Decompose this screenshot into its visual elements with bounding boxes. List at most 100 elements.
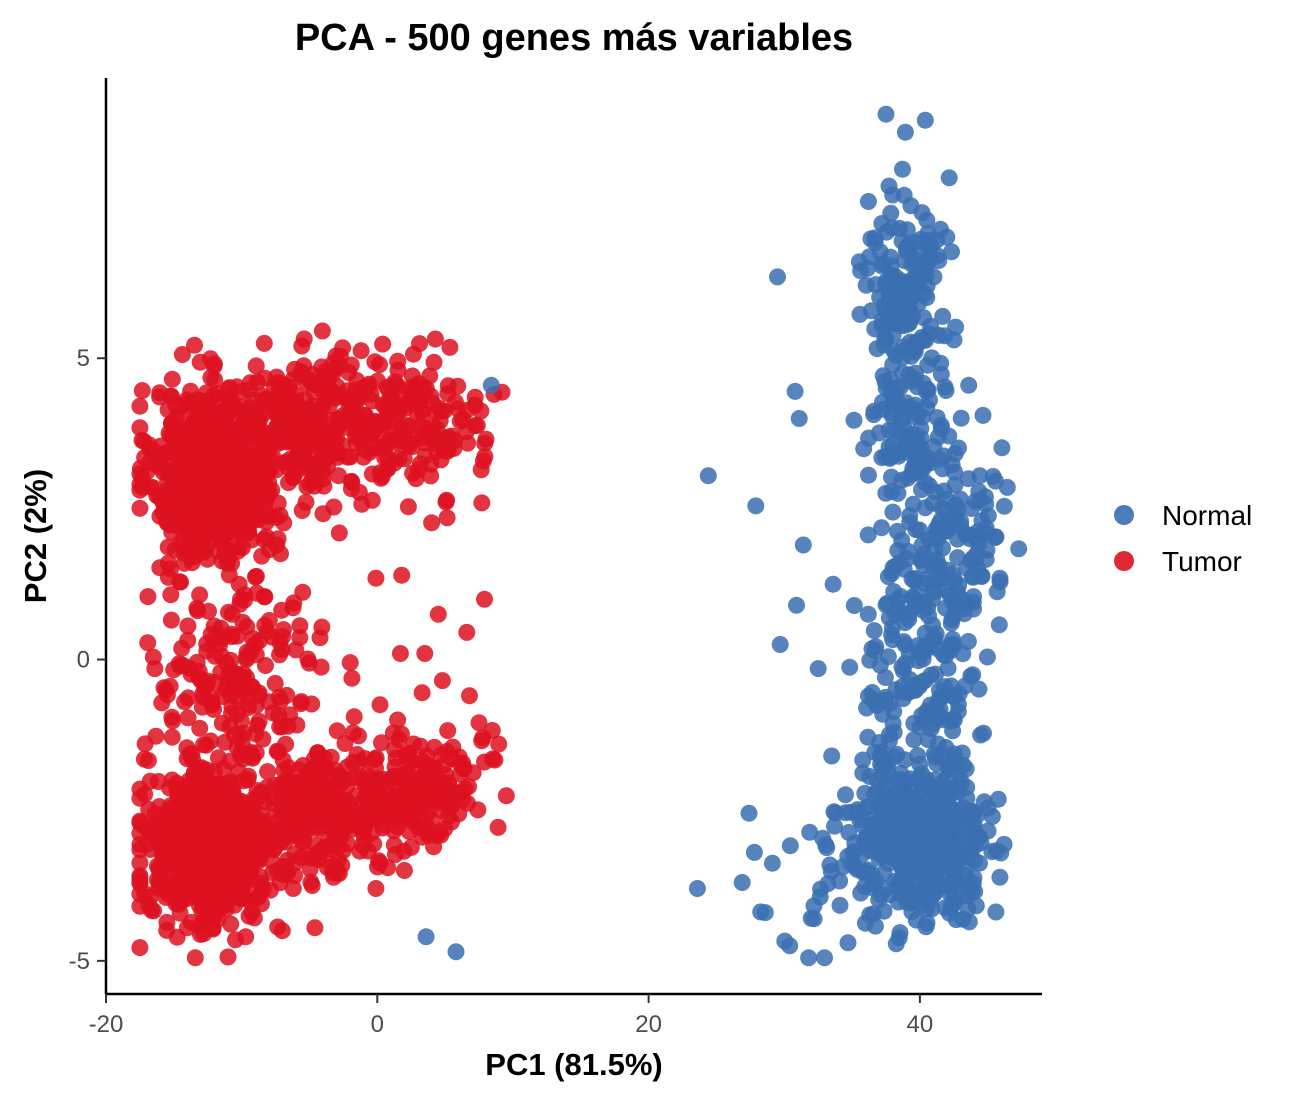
point-normal [877,105,895,123]
point-tumor [174,441,192,459]
point-normal [988,583,1006,601]
point-normal [844,844,862,862]
point-normal [899,542,917,560]
series-tumor [131,322,515,967]
point-normal [841,658,859,676]
point-normal [896,401,914,418]
point-normal [862,302,880,320]
point-normal [964,874,982,892]
point-tumor [131,874,149,892]
point-tumor [303,877,321,894]
point-normal [922,666,940,684]
x-tick-label: 20 [635,1011,662,1038]
point-tumor [289,445,307,463]
point-tumor [222,889,240,907]
point-tumor [190,867,208,885]
point-normal [801,823,819,841]
point-tumor [178,919,196,937]
point-normal [916,473,934,491]
point-normal [942,677,960,695]
point-tumor [198,642,216,660]
point-tumor [386,790,403,808]
point-normal [991,569,1009,587]
point-tumor [158,921,176,939]
point-normal [854,863,871,881]
point-tumor [272,545,289,563]
point-tumor [445,784,463,802]
point-normal [924,590,942,608]
point-tumor [162,611,180,629]
point-normal [893,471,911,489]
point-normal [987,903,1005,921]
point-normal [825,803,843,821]
point-normal [939,582,956,600]
point-normal [930,556,948,574]
point-tumor [390,428,407,446]
point-normal [920,854,938,872]
point-tumor [253,547,271,565]
point-tumor [231,486,249,504]
point-tumor [490,735,508,753]
point-normal [949,501,967,519]
point-tumor [291,629,309,647]
point-tumor [256,499,274,517]
series-normal [417,105,1028,967]
point-tumor [183,745,201,763]
point-tumor [226,791,244,809]
point-normal [943,456,961,474]
point-tumor [212,619,230,637]
point-normal [831,896,849,914]
point-tumor [408,395,426,413]
point-tumor [318,448,336,466]
point-tumor [402,838,420,856]
point-tumor [135,432,153,450]
point-tumor [131,939,149,957]
point-tumor [151,507,169,525]
point-tumor [131,789,149,807]
point-tumor [288,418,305,436]
point-normal [891,442,909,460]
point-tumor [345,394,363,412]
y-axis-title: PC2 (2%) [18,469,53,603]
point-normal [892,765,910,782]
point-normal [919,870,937,888]
point-tumor [131,854,149,872]
point-tumor [255,334,273,352]
point-normal [860,429,878,447]
point-tumor [273,922,291,940]
point-normal [889,874,907,892]
point-tumor [131,836,149,853]
point-normal [915,309,933,327]
point-tumor [297,810,315,828]
point-tumor [345,708,363,726]
point-tumor [254,730,272,748]
point-normal [894,816,912,834]
point-normal [995,497,1013,515]
point-tumor [431,823,448,841]
point-tumor [356,830,373,848]
x-tick-label: -20 [89,1011,124,1038]
point-tumor [272,692,290,710]
point-normal [927,790,945,808]
point-normal [993,439,1011,457]
point-normal [860,466,877,484]
point-normal [917,383,935,400]
point-tumor [371,696,389,714]
point-tumor [235,454,253,471]
point-tumor [241,893,259,911]
point-tumor [273,641,291,659]
point-normal [936,327,954,345]
point-normal [991,868,1009,886]
point-normal [917,331,934,349]
point-normal [921,248,939,266]
point-normal [934,539,952,557]
point-tumor [416,645,434,662]
point-tumor [249,408,267,426]
point-tumor [398,788,416,806]
point-normal [939,659,957,677]
point-normal [863,684,881,701]
point-tumor [291,617,309,635]
point-tumor [489,818,507,836]
point-tumor [395,862,413,879]
point-tumor [437,493,455,511]
